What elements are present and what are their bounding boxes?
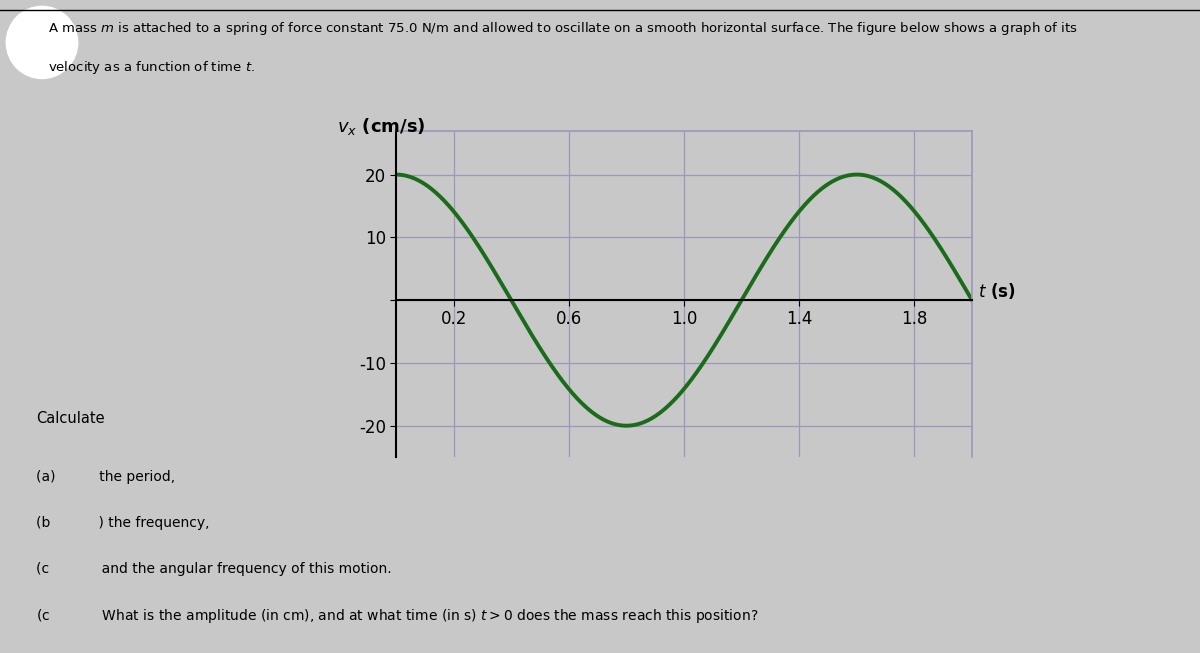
Text: $t$ (s): $t$ (s) [978,281,1015,301]
Text: A mass $m$ is attached to a spring of force constant 75.0 N/m and allowed to osc: A mass $m$ is attached to a spring of fo… [48,20,1078,37]
Ellipse shape [6,7,78,78]
Text: (a)          the period,: (a) the period, [36,470,175,484]
Text: (b           ) the frequency,: (b ) the frequency, [36,516,210,530]
Text: (c            and the angular frequency of this motion.: (c and the angular frequency of this mot… [36,562,391,575]
Text: $v_x$ (cm/s): $v_x$ (cm/s) [337,116,426,137]
Text: (c            What is the amplitude (in cm), and at what time (in s) $t > 0$ doe: (c What is the amplitude (in cm), and at… [36,607,758,626]
Text: velocity as a function of time $t$.: velocity as a function of time $t$. [48,59,254,76]
Text: Calculate: Calculate [36,411,104,426]
